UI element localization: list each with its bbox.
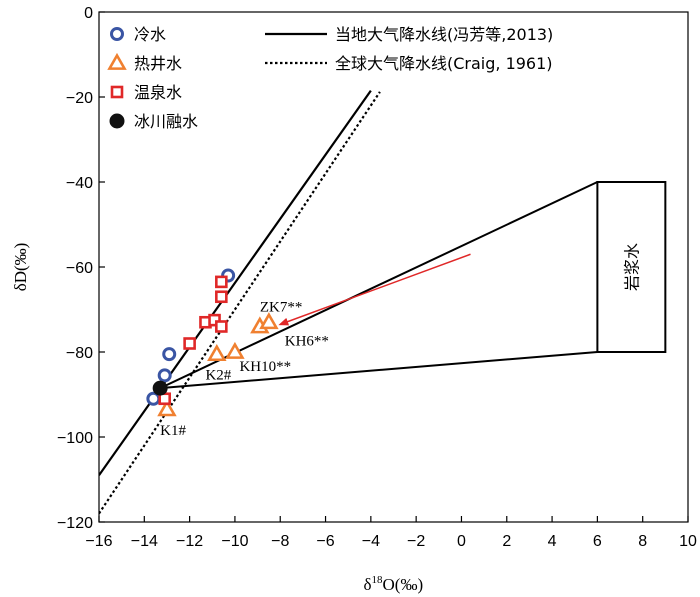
x-tick-label: 6: [593, 533, 602, 550]
y-tick-label: −100: [57, 430, 93, 447]
legend-marker: [110, 27, 124, 41]
gmwl-line: [99, 91, 381, 515]
mixing-line: [160, 351, 598, 390]
y-tick-label: −80: [66, 345, 93, 362]
legend-line-label: 当地大气降水线(冯芳等,2013): [335, 25, 553, 44]
hot-spring-point: [183, 337, 196, 350]
plot-frame: [98, 11, 689, 523]
legend-marker: [109, 113, 125, 129]
hot-well-point: [259, 312, 279, 330]
x-tick-label: −16: [85, 533, 112, 550]
hot-spring-point: [215, 290, 228, 304]
y-tick-label: −60: [66, 260, 93, 277]
glacier-melt-point: [152, 380, 168, 396]
point-label: K2#: [205, 368, 231, 384]
legend-label: 冷水: [134, 25, 166, 44]
cold-water-point: [157, 368, 172, 383]
magma-box: [596, 181, 667, 353]
point-label: KH10**: [239, 359, 291, 375]
x-tick-label: −6: [316, 533, 334, 550]
data-points: [146, 268, 279, 417]
hot-spring-point: [215, 275, 228, 289]
cold-water-point: [162, 347, 177, 362]
point-annotations: ZK7** KH6** K2# KH10** K1#: [160, 300, 329, 439]
x-tick-label: −8: [271, 533, 289, 550]
x-tick-label: 4: [548, 533, 557, 550]
y-axis-title: δD(‰): [11, 243, 30, 292]
legend-marker: [110, 85, 124, 99]
hot-spring-point: [215, 320, 228, 333]
y-tick-label: −20: [66, 90, 93, 107]
y-tick-label: −40: [66, 175, 93, 192]
reference-lines: [99, 89, 666, 515]
magma-box-group: 岩浆水: [596, 181, 667, 353]
hot-spring-point: [208, 313, 221, 327]
legend-line-label: 全球大气降水线(Craig, 1961): [335, 54, 553, 73]
x-tick-label: −12: [176, 533, 203, 550]
axes: −16 −14 −12 −10 −8 −6 −4 −2 0 2 4 6 8 100−20−40−60−80…: [57, 5, 697, 550]
x-axis-title: δ18O(‰): [364, 574, 424, 594]
point-label: ZK7**: [260, 300, 303, 316]
x-tick-label: −14: [131, 533, 158, 550]
magma-box-label: 岩浆水: [622, 243, 641, 291]
legend-label: 热井水: [134, 54, 182, 73]
x-tick-label: 8: [638, 533, 647, 550]
x-tick-label: −2: [407, 533, 425, 550]
x-tick-label: 0: [457, 533, 466, 550]
point-label: KH6**: [285, 334, 329, 350]
point-label: K1#: [160, 423, 186, 439]
x-tick-label: 10: [679, 533, 697, 550]
hot-well-point: [225, 341, 245, 359]
trend-arrow: [278, 253, 471, 326]
y-tick-label: −120: [57, 515, 93, 532]
lmwl-line: [99, 89, 372, 476]
hot-well-point: [157, 399, 177, 417]
x-tick-label: −10: [221, 533, 248, 550]
legend-marker: [107, 52, 127, 70]
legend-label: 冰川融水: [134, 112, 198, 131]
y-tick-label: 0: [84, 5, 93, 22]
legend-label: 温泉水: [134, 83, 182, 102]
hot-well-point: [207, 344, 227, 362]
x-tick-label: −4: [362, 533, 380, 550]
x-tick-label: 2: [502, 533, 511, 550]
